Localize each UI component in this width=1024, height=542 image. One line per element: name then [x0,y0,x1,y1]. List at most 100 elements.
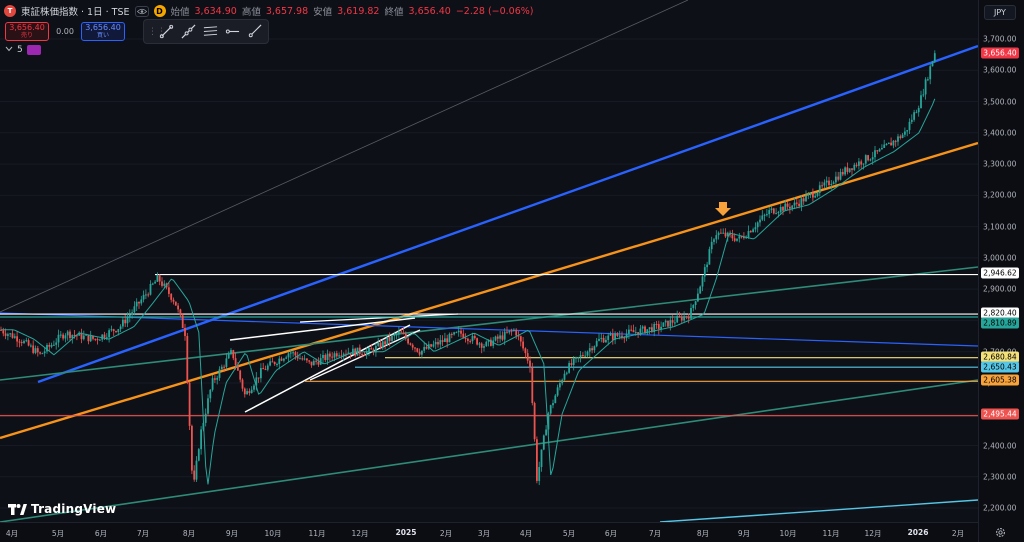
candle-body [660,326,662,329]
trend-line-icon[interactable] [157,22,176,41]
candle-body [515,329,518,336]
time-tick-label: 2026 [907,528,929,537]
candle-body [294,352,297,356]
candle-body [462,333,465,338]
chart-pane[interactable]: T 東証株価指数 · 1日 · TSE D 始値 3,634.90 高値 3,657… [0,0,978,522]
candle-body [340,355,343,357]
gear-icon[interactable] [994,526,1007,539]
candle-body [331,356,334,358]
candle-body [779,206,782,213]
candle-body [690,308,692,319]
candle-body [423,346,426,351]
drag-handle-icon[interactable]: ⋮⋮ [148,26,166,37]
candle-body [287,353,290,358]
price-tick-label: 3,400.00 [983,128,1017,138]
candle-body [775,213,777,215]
parallel-channel-icon[interactable] [201,22,220,41]
price-level-tag[interactable]: 2,810.89 [981,317,1019,329]
candle-body [303,358,306,360]
ray-icon[interactable] [245,22,264,41]
extended-line-icon[interactable] [179,22,198,41]
candle-body [57,334,60,343]
candle-body [317,361,320,365]
candle-body [683,316,685,321]
candle-body [248,391,251,394]
candle-body [713,239,715,242]
white-trend-line [299,313,459,323]
candle-body [73,334,76,336]
candle-body [126,317,129,324]
candle-body [904,131,906,135]
candle-body [370,348,373,350]
candle-body [855,164,858,166]
candle-body [770,208,773,211]
currency-selector[interactable]: JPY [984,5,1016,20]
horizontal-ray-icon[interactable] [223,22,242,41]
price-level-tag[interactable]: 2,650.43 [981,361,1019,373]
eye-icon[interactable] [134,5,149,17]
candle-body [552,403,554,406]
candle-body [96,339,99,341]
candle-body [858,161,860,166]
candle-body [441,340,444,342]
candle-body [768,210,771,215]
price-chart[interactable] [0,0,978,522]
candle-body [531,367,534,404]
candle-body [87,334,90,342]
candle-body [575,357,577,359]
cyan-channel-line [659,499,978,522]
price-axis[interactable]: 3,700.00 3,600.00 3,500.00 3,400.00 3,300.00… [978,0,1024,542]
candle-body [584,355,587,357]
data-source-badge[interactable]: D [153,5,166,17]
sell-button[interactable]: 3,656.40 売り [5,22,49,41]
candle-body [260,368,262,379]
candle-body [480,343,483,348]
candle-body [372,349,375,353]
candle-body [526,353,529,361]
price-level-tag[interactable]: 3,656.40 [981,47,1019,59]
candle-body [869,159,872,161]
candle-body [579,355,582,358]
candle-body [7,334,9,336]
candle-body [404,333,407,339]
chevron-down-icon[interactable] [5,45,13,55]
candle-body [188,382,191,426]
time-tick-label: 2月 [439,529,453,538]
candle-body [94,338,97,340]
candle-body [694,301,697,305]
candle-body [717,232,720,236]
candle-body [347,352,350,354]
buy-button[interactable]: 3,656.40 買い [81,22,125,41]
candle-body [848,168,851,172]
indicator-toggle[interactable]: 5 [5,45,41,55]
candle-body [365,351,368,356]
time-axis[interactable]: 4月 5月 6月 7月 8月 9月 10月 11月 12月 2025 2月 3月 4月 5月 6月 7月 8月 9… [0,522,978,542]
tradingview-logo-text: TradingView [31,502,117,516]
candle-body [48,344,51,347]
price-level-tag[interactable]: 2,820.40 [981,307,1019,319]
time-tick-label: 10月 [779,529,797,538]
candle-body [289,352,292,354]
price-level-tag[interactable]: 2,495.44 [981,408,1019,420]
candle-body [421,350,423,355]
price-level-tag[interactable]: 2,605.38 [981,374,1019,386]
candle-body [887,142,890,144]
candle-body [867,155,869,161]
candle-body [76,335,78,337]
candle-body [310,361,313,366]
candle-body [149,283,152,295]
candle-body [27,340,30,346]
indicator-badge[interactable] [26,45,41,55]
candle-body [184,327,186,336]
candle-body [280,358,283,361]
price-level-tag[interactable]: 2,680.84 [981,351,1019,363]
candle-body [529,360,531,368]
candle-body [874,150,876,158]
candle-body [572,358,575,365]
candle-body [135,301,138,307]
candle-body [752,229,754,233]
price-tick-label: 3,200.00 [983,190,1017,200]
symbol-name[interactable]: 東証株価指数 · 1日 · TSE [21,7,130,18]
time-tick-label: 2月 [951,529,965,538]
price-level-tag[interactable]: 2,946.62 [981,267,1019,279]
